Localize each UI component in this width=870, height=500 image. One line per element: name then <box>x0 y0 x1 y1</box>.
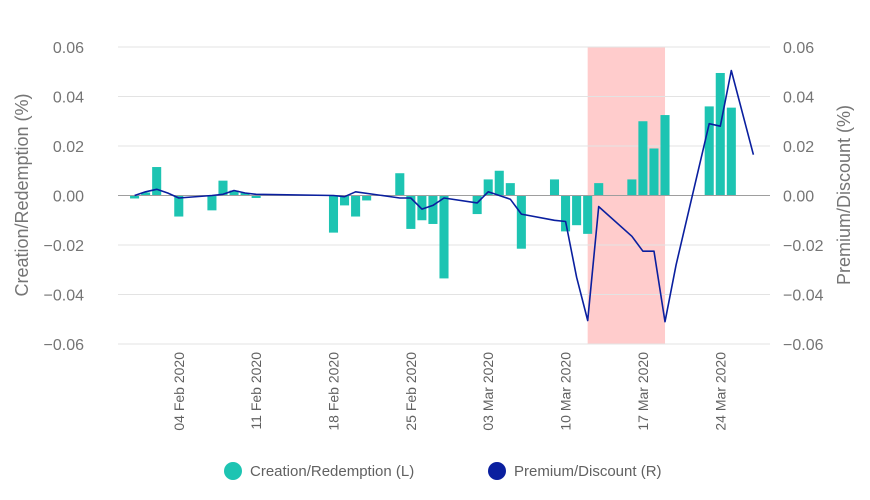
legend-label-creation-redemption: Creation/Redemption (L) <box>250 463 414 480</box>
x-tick-label: 11 Feb 2020 <box>248 352 264 430</box>
bar <box>130 195 140 199</box>
y-tick-label-left: −0.06 <box>44 337 85 354</box>
y-tick-label-left: −0.04 <box>44 288 85 305</box>
legend-label-premium-discount: Premium/Discount (R) <box>514 463 662 480</box>
bar-series-creation-redemption <box>130 72 736 279</box>
bar <box>660 115 670 196</box>
bar <box>516 195 526 249</box>
y-tick-label-left: 0.02 <box>53 139 84 156</box>
bar <box>627 179 637 196</box>
line-series-premium-discount <box>134 69 755 323</box>
bar <box>406 195 416 229</box>
bar <box>649 148 659 196</box>
y-tick-label-right: −0.04 <box>783 288 824 305</box>
bar <box>174 195 184 217</box>
bar <box>141 192 151 196</box>
x-tick-label: 04 Feb 2020 <box>171 352 187 431</box>
bar <box>207 195 217 211</box>
y-tick-label-right: −0.06 <box>783 337 824 354</box>
bar <box>472 195 482 215</box>
legend-item-premium-discount[interactable]: Premium/Discount (R) <box>488 462 662 480</box>
bar <box>251 195 261 198</box>
bar <box>483 179 493 196</box>
bar <box>152 167 162 196</box>
bar <box>439 195 449 279</box>
y-ticks-left: 0.06 0.04 0.02 0.00 −0.02 −0.04 −0.06 <box>44 40 85 354</box>
legend: Creation/Redemption (L) Premium/Discount… <box>224 462 662 480</box>
bar <box>362 195 372 201</box>
x-tick-label: 18 Feb 2020 <box>326 352 342 431</box>
bar <box>428 195 438 224</box>
bar <box>549 179 560 196</box>
bar <box>229 190 239 196</box>
bar <box>715 72 725 196</box>
y-tick-label-left: 0.00 <box>53 189 84 206</box>
bar <box>704 106 714 196</box>
y-axis-title-right: Premium/Discount (%) <box>834 105 854 285</box>
legend-swatch-creation-redemption <box>224 462 242 480</box>
x-tick-label: 10 Mar 2020 <box>558 352 574 431</box>
x-tick-label: 24 Mar 2020 <box>712 352 728 431</box>
y-tick-label-left: 0.04 <box>53 90 84 107</box>
line-path <box>134 69 755 323</box>
y-tick-label-right: 0.00 <box>783 189 814 206</box>
bar <box>351 195 361 217</box>
bar <box>395 173 405 196</box>
y-tick-label-right: 0.06 <box>783 40 814 57</box>
y-tick-label-right: 0.02 <box>783 139 814 156</box>
y-tick-label-left: −0.02 <box>44 238 85 255</box>
bar <box>505 183 515 196</box>
bar <box>583 195 593 234</box>
bar <box>638 121 648 196</box>
bar <box>417 195 427 221</box>
bar <box>494 170 504 196</box>
x-tick-label: 25 Feb 2020 <box>403 352 419 431</box>
bar <box>328 195 339 233</box>
y-tick-label-right: 0.04 <box>783 90 814 107</box>
y-tick-label-right: −0.02 <box>783 238 824 255</box>
bar <box>726 107 736 196</box>
y-axis-title-left: Creation/Redemption (%) <box>12 93 32 296</box>
y-ticks-right: 0.06 0.04 0.02 0.00 −0.02 −0.04 −0.06 <box>783 40 824 354</box>
bar <box>561 195 571 232</box>
x-ticks: 04 Feb 2020 11 Feb 2020 18 Feb 2020 25 Feb … <box>171 352 728 431</box>
y-tick-label-left: 0.06 <box>53 40 84 57</box>
bar <box>572 195 582 226</box>
bar <box>594 183 604 196</box>
bar <box>240 193 250 196</box>
bar <box>340 195 350 206</box>
legend-swatch-premium-discount <box>488 462 506 480</box>
x-tick-label: 17 Mar 2020 <box>635 352 651 431</box>
bar <box>218 180 228 196</box>
legend-item-creation-redemption[interactable]: Creation/Redemption (L) <box>224 462 414 480</box>
x-tick-label: 03 Mar 2020 <box>480 352 496 431</box>
